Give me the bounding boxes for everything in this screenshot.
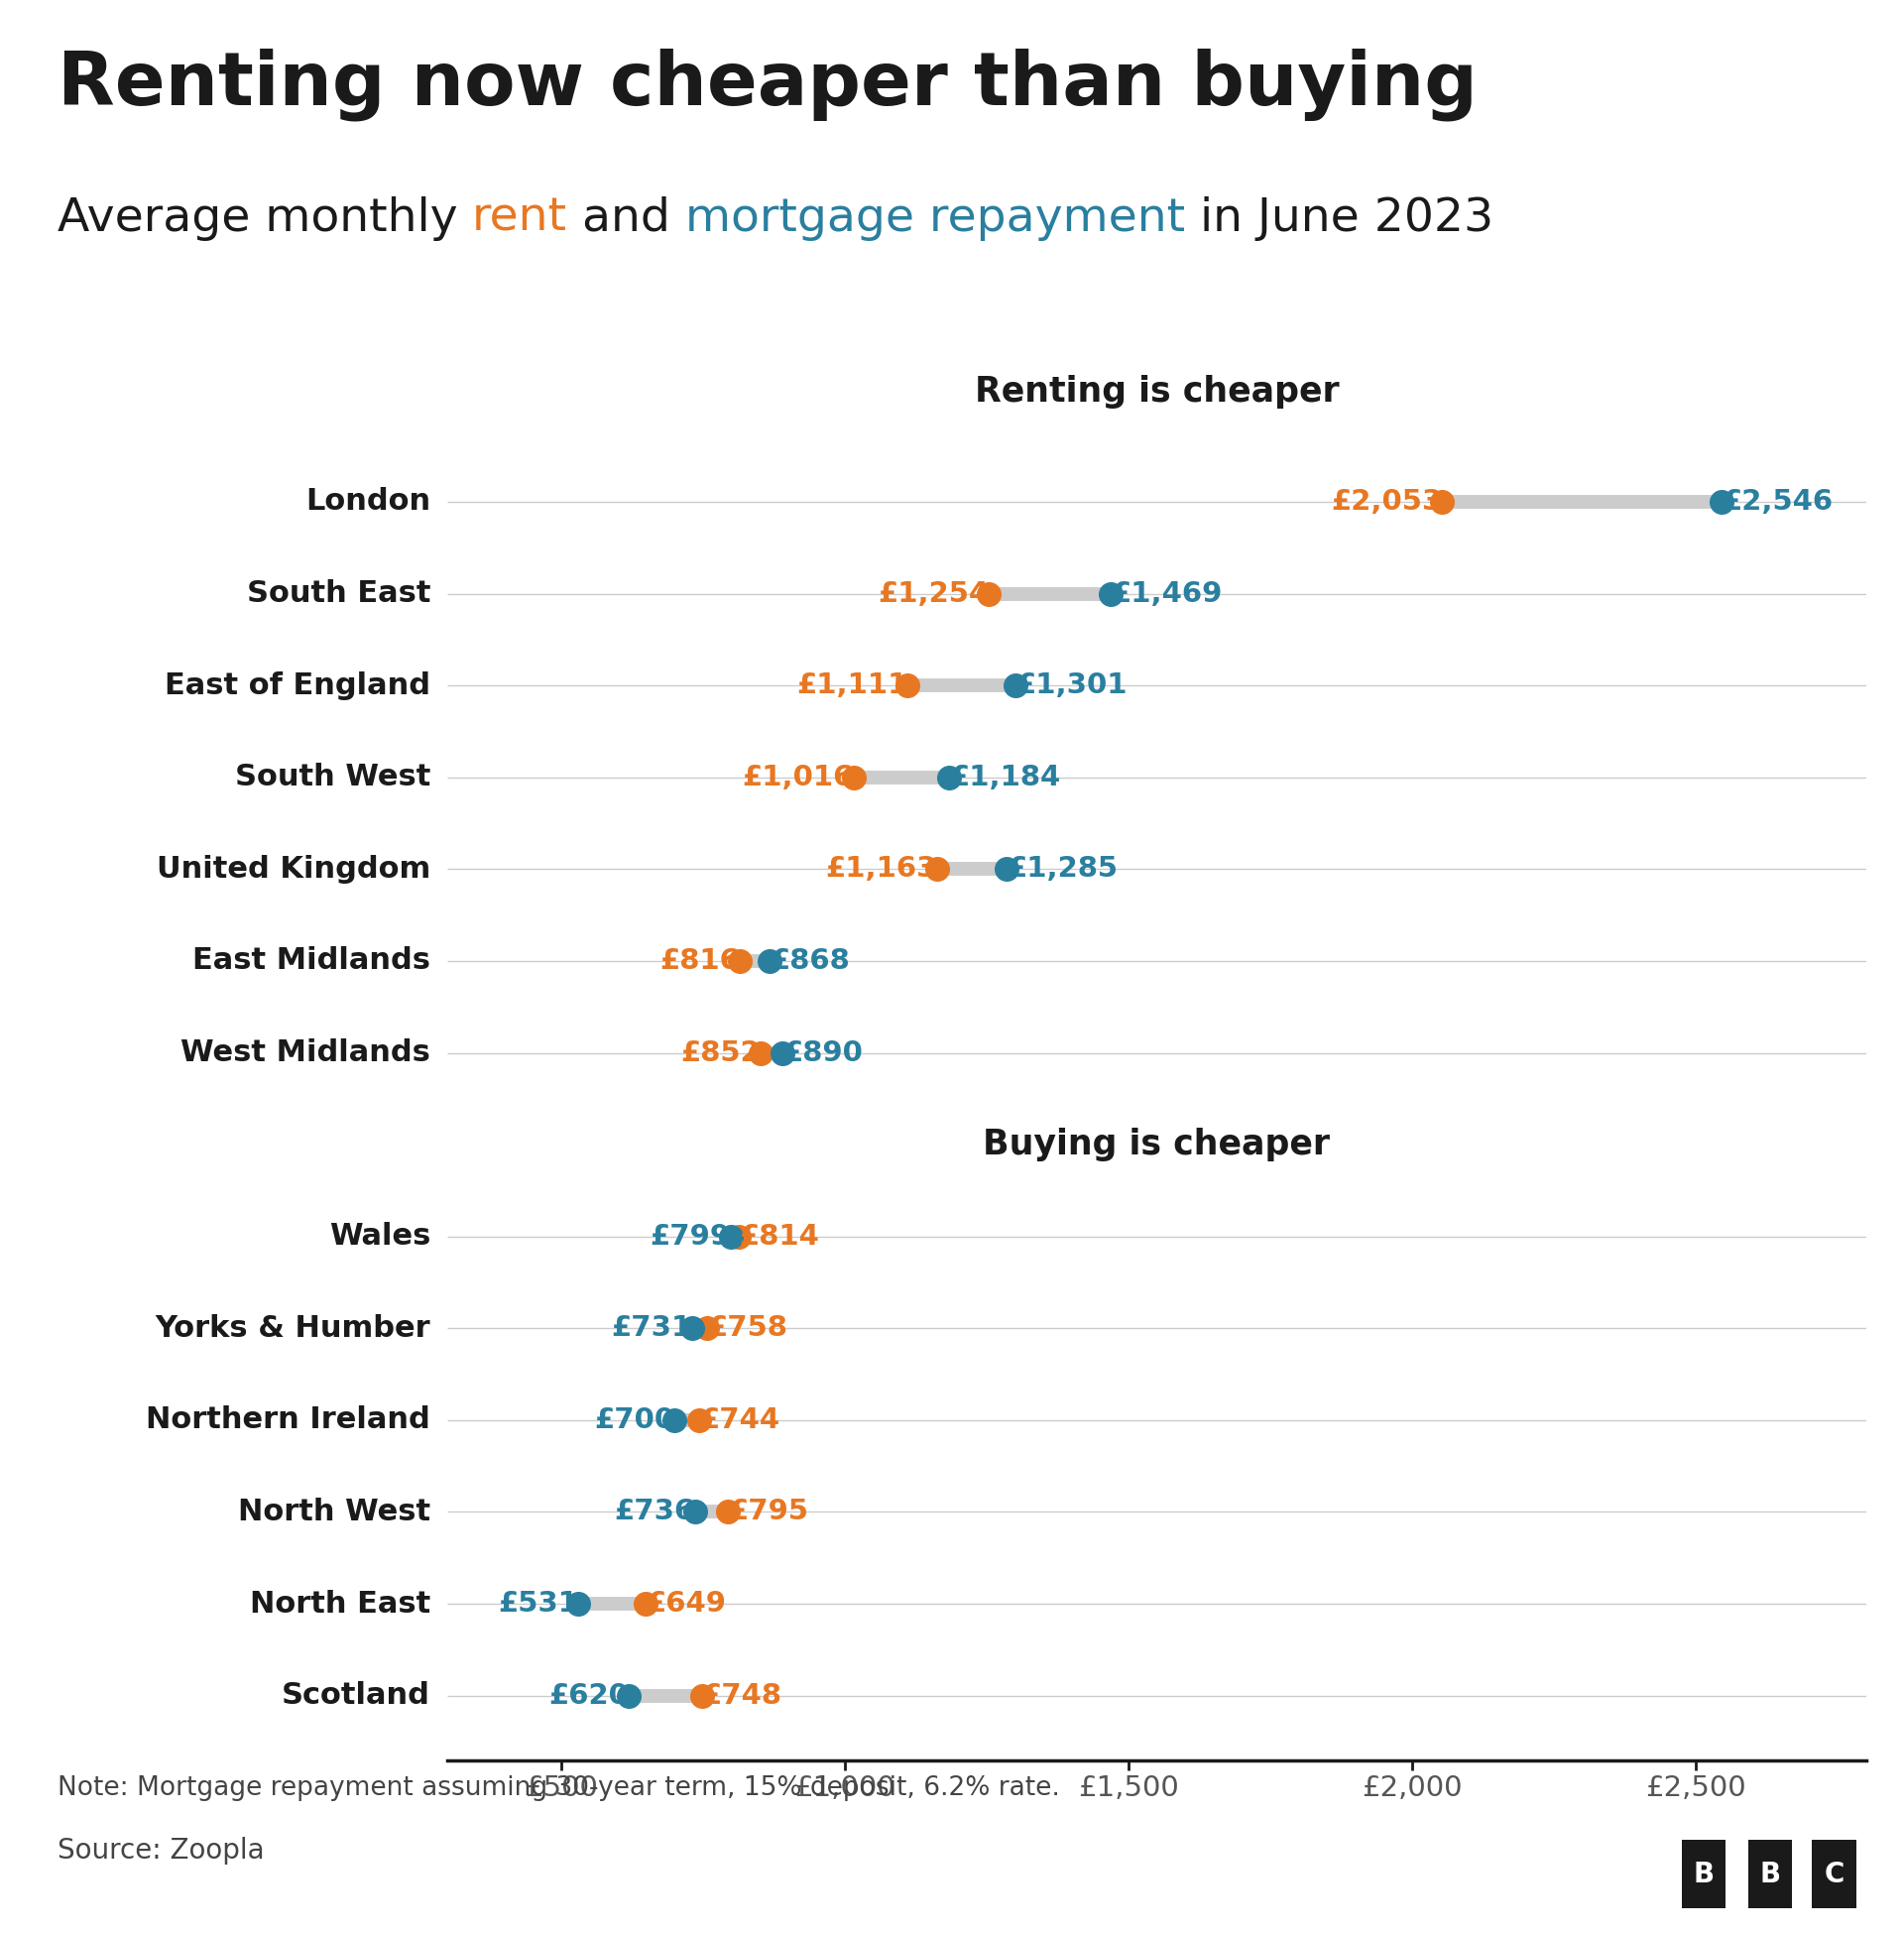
Text: £890: £890	[783, 1039, 863, 1068]
Text: Yorks & Humber: Yorks & Humber	[154, 1313, 430, 1342]
Text: £2,546: £2,546	[1721, 487, 1834, 516]
Text: £2,053: £2,053	[1331, 487, 1441, 516]
Text: and: and	[567, 195, 685, 242]
Text: Scotland: Scotland	[282, 1681, 430, 1710]
Text: Buying is cheaper: Buying is cheaper	[982, 1128, 1331, 1162]
Text: South West: South West	[234, 762, 430, 791]
Text: £1,301: £1,301	[1015, 671, 1127, 700]
Text: United Kingdom: United Kingdom	[156, 855, 430, 884]
Text: £620: £620	[548, 1683, 628, 1710]
Text: £744: £744	[699, 1406, 781, 1433]
Text: £816: £816	[661, 948, 741, 975]
Text: London: London	[305, 487, 430, 516]
Text: £1,016: £1,016	[743, 764, 853, 791]
FancyBboxPatch shape	[1681, 1839, 1725, 1909]
Text: £700: £700	[594, 1406, 674, 1433]
Text: £748: £748	[703, 1683, 783, 1710]
Text: £1,254: £1,254	[878, 580, 988, 607]
Text: Renting is cheaper: Renting is cheaper	[975, 375, 1339, 408]
Text: North West: North West	[238, 1497, 430, 1526]
Text: rent: rent	[472, 195, 567, 242]
Text: Source: Zoopla: Source: Zoopla	[57, 1837, 265, 1864]
Text: West Midlands: West Midlands	[181, 1039, 430, 1068]
Text: £868: £868	[769, 948, 849, 975]
Text: £531: £531	[499, 1590, 579, 1617]
Text: South East: South East	[246, 580, 430, 607]
Text: £736: £736	[615, 1499, 695, 1526]
Text: North East: North East	[249, 1590, 430, 1619]
Text: Wales: Wales	[329, 1222, 430, 1251]
Text: £852: £852	[682, 1039, 760, 1068]
Text: C: C	[1824, 1861, 1845, 1888]
Text: mortgage repayment: mortgage repayment	[685, 195, 1186, 242]
Text: £799: £799	[649, 1222, 731, 1251]
Text: £814: £814	[739, 1222, 819, 1251]
Text: Average monthly: Average monthly	[57, 195, 472, 242]
Text: £1,469: £1,469	[1110, 580, 1222, 607]
FancyBboxPatch shape	[1748, 1839, 1792, 1909]
FancyBboxPatch shape	[1813, 1839, 1856, 1909]
Text: East of England: East of England	[164, 671, 430, 700]
Text: East Midlands: East Midlands	[192, 946, 430, 975]
Text: £1,111: £1,111	[796, 671, 908, 700]
Text: Note: Mortgage repayment assuming 30-year term, 15% deposit, 6.2% rate.: Note: Mortgage repayment assuming 30-yea…	[57, 1775, 1059, 1801]
Text: £758: £758	[706, 1315, 788, 1342]
Text: £795: £795	[729, 1499, 809, 1526]
Text: £1,285: £1,285	[1007, 855, 1118, 884]
Text: £731: £731	[611, 1315, 691, 1342]
Text: B: B	[1759, 1861, 1780, 1888]
Text: £649: £649	[645, 1590, 725, 1617]
Text: B: B	[1693, 1861, 1714, 1888]
Text: £1,163: £1,163	[826, 855, 937, 884]
Text: Renting now cheaper than buying: Renting now cheaper than buying	[57, 48, 1478, 122]
Text: in June 2023: in June 2023	[1186, 195, 1495, 242]
Text: Northern Ireland: Northern Ireland	[147, 1406, 430, 1435]
Text: £1,184: £1,184	[948, 764, 1061, 791]
